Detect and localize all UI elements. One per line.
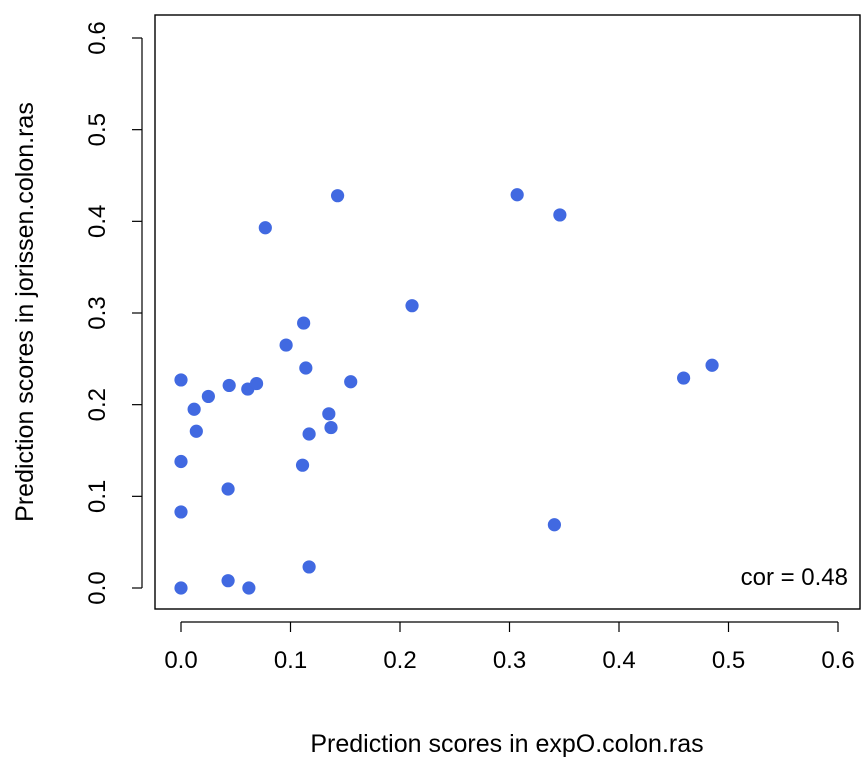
- y-tick-label: 0.0: [84, 571, 111, 604]
- x-tick-label: 0.1: [274, 647, 307, 674]
- data-points: [174, 188, 719, 595]
- data-point: [242, 581, 256, 595]
- data-point: [322, 407, 336, 421]
- data-point: [221, 574, 235, 588]
- data-point: [221, 482, 235, 496]
- data-point: [279, 338, 293, 352]
- x-tick-label: 0.4: [602, 647, 635, 674]
- x-tick-label: 0.6: [821, 647, 854, 674]
- x-tick-label: 0.2: [383, 647, 416, 674]
- correlation-annotation: cor = 0.48: [741, 564, 848, 591]
- data-point: [302, 427, 316, 441]
- x-tick-label: 0.5: [712, 647, 745, 674]
- x-tick-label: 0.0: [164, 647, 197, 674]
- data-point: [189, 424, 203, 438]
- data-point: [174, 373, 188, 387]
- data-point: [324, 420, 338, 435]
- data-point: [302, 560, 316, 574]
- data-point: [405, 299, 419, 313]
- data-point: [201, 389, 215, 404]
- x-axis: 0.0 0.1 0.2 0.3 0.4 0.5 0.6: [164, 621, 855, 674]
- data-point: [222, 378, 236, 393]
- data-point: [677, 371, 691, 385]
- data-point: [295, 458, 310, 472]
- data-point: [258, 221, 272, 235]
- y-axis-title: Prediction scores in jorissen.colon.ras: [11, 102, 39, 522]
- plot-area-frame: [154, 14, 861, 610]
- data-point: [510, 188, 524, 202]
- y-tick-label: 0.6: [84, 21, 111, 54]
- data-point: [174, 505, 188, 519]
- y-tick-label: 0.2: [84, 388, 111, 421]
- data-point: [344, 375, 358, 389]
- y-tick-label: 0.3: [84, 296, 111, 329]
- data-point: [705, 358, 719, 372]
- data-point: [249, 376, 264, 391]
- data-point: [330, 189, 345, 203]
- data-point: [553, 208, 567, 222]
- y-tick-label: 0.5: [84, 113, 111, 146]
- x-tick-label: 0.3: [493, 647, 526, 674]
- y-tick-label: 0.4: [84, 205, 111, 238]
- data-point: [174, 581, 188, 595]
- data-point: [299, 361, 313, 375]
- data-point: [187, 402, 201, 416]
- y-tick-label: 0.1: [84, 480, 111, 513]
- data-point: [174, 454, 188, 469]
- x-axis-title: Prediction scores in expO.colon.ras: [310, 730, 703, 758]
- data-point: [547, 518, 561, 532]
- y-axis: 0.0 0.1 0.2 0.3 0.4 0.5 0.6: [84, 21, 143, 605]
- data-point: [297, 316, 311, 330]
